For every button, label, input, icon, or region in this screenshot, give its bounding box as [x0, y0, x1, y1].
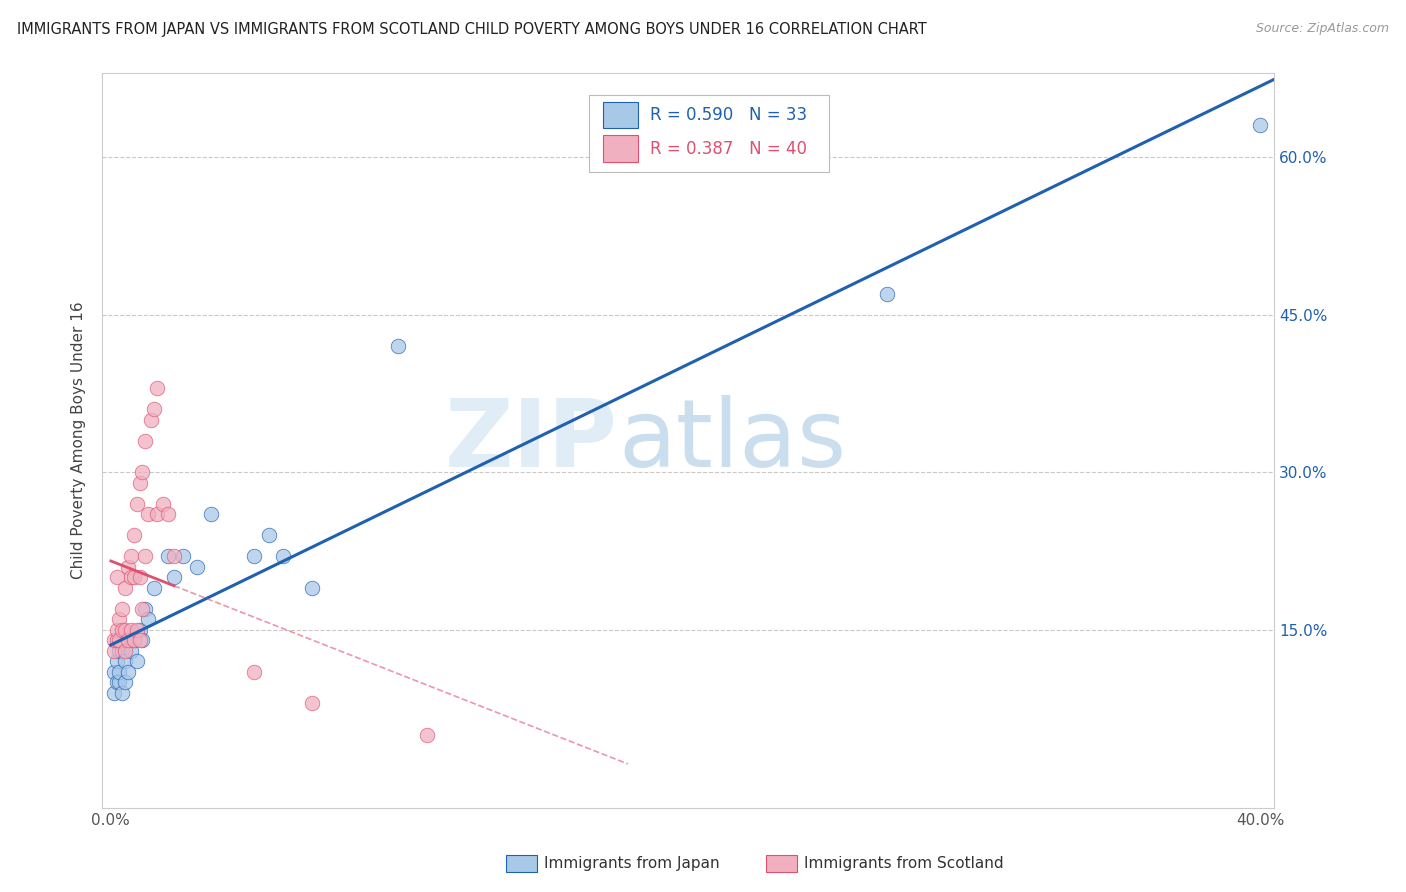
- Point: [142, 402, 165, 417]
- Point: [103, 633, 125, 648]
- Point: [114, 633, 136, 648]
- FancyBboxPatch shape: [603, 136, 638, 162]
- Point: [122, 633, 145, 648]
- Point: [114, 581, 136, 595]
- Point: [1249, 119, 1271, 133]
- Point: [108, 643, 131, 657]
- Point: [105, 570, 128, 584]
- Point: [172, 549, 194, 563]
- Y-axis label: Child Poverty Among Boys Under 16: Child Poverty Among Boys Under 16: [72, 301, 86, 579]
- Point: [105, 675, 128, 690]
- Point: [257, 528, 280, 542]
- Point: [146, 507, 169, 521]
- Point: [114, 643, 136, 657]
- Point: [117, 665, 139, 679]
- Point: [139, 412, 162, 426]
- Point: [125, 623, 148, 637]
- Text: Immigrants from Scotland: Immigrants from Scotland: [804, 856, 1004, 871]
- Point: [128, 570, 150, 584]
- Point: [114, 654, 136, 668]
- Point: [122, 570, 145, 584]
- Point: [103, 665, 125, 679]
- Text: ZIP: ZIP: [446, 394, 619, 486]
- Point: [114, 675, 136, 690]
- Point: [271, 549, 294, 563]
- Point: [136, 612, 159, 626]
- Point: [301, 581, 323, 595]
- FancyBboxPatch shape: [589, 95, 830, 172]
- Point: [117, 559, 139, 574]
- Point: [114, 623, 136, 637]
- Text: Immigrants from Japan: Immigrants from Japan: [544, 856, 720, 871]
- Point: [103, 643, 125, 657]
- Text: IMMIGRANTS FROM JAPAN VS IMMIGRANTS FROM SCOTLAND CHILD POVERTY AMONG BOYS UNDER: IMMIGRANTS FROM JAPAN VS IMMIGRANTS FROM…: [17, 22, 927, 37]
- Point: [111, 643, 134, 657]
- Point: [120, 570, 142, 584]
- Point: [108, 665, 131, 679]
- Point: [108, 633, 131, 648]
- Point: [128, 623, 150, 637]
- Point: [876, 286, 898, 301]
- Text: Source: ZipAtlas.com: Source: ZipAtlas.com: [1256, 22, 1389, 36]
- Point: [136, 507, 159, 521]
- Point: [152, 497, 174, 511]
- Point: [111, 685, 134, 699]
- Point: [117, 633, 139, 648]
- Point: [200, 507, 222, 521]
- Text: atlas: atlas: [619, 394, 846, 486]
- Point: [125, 654, 148, 668]
- Point: [122, 528, 145, 542]
- Point: [111, 623, 134, 637]
- Point: [120, 549, 142, 563]
- Point: [142, 581, 165, 595]
- Point: [108, 675, 131, 690]
- Point: [416, 728, 439, 742]
- Point: [128, 633, 150, 648]
- Point: [103, 685, 125, 699]
- Point: [122, 633, 145, 648]
- Point: [125, 497, 148, 511]
- Point: [134, 601, 156, 615]
- Point: [131, 633, 153, 648]
- Point: [301, 696, 323, 710]
- Point: [243, 665, 266, 679]
- FancyBboxPatch shape: [603, 102, 638, 128]
- Point: [105, 633, 128, 648]
- Point: [157, 549, 180, 563]
- Point: [108, 612, 131, 626]
- Point: [105, 654, 128, 668]
- Point: [163, 549, 186, 563]
- Point: [163, 570, 186, 584]
- Text: R = 0.590   N = 33: R = 0.590 N = 33: [650, 106, 807, 124]
- Point: [131, 601, 153, 615]
- Point: [120, 623, 142, 637]
- Point: [146, 381, 169, 395]
- Point: [105, 623, 128, 637]
- Text: R = 0.387   N = 40: R = 0.387 N = 40: [650, 140, 807, 158]
- Point: [131, 465, 153, 479]
- Point: [128, 475, 150, 490]
- Point: [111, 601, 134, 615]
- Point: [387, 339, 409, 353]
- Point: [120, 643, 142, 657]
- Point: [243, 549, 266, 563]
- Point: [134, 549, 156, 563]
- Point: [186, 559, 208, 574]
- Point: [157, 507, 180, 521]
- Point: [134, 434, 156, 448]
